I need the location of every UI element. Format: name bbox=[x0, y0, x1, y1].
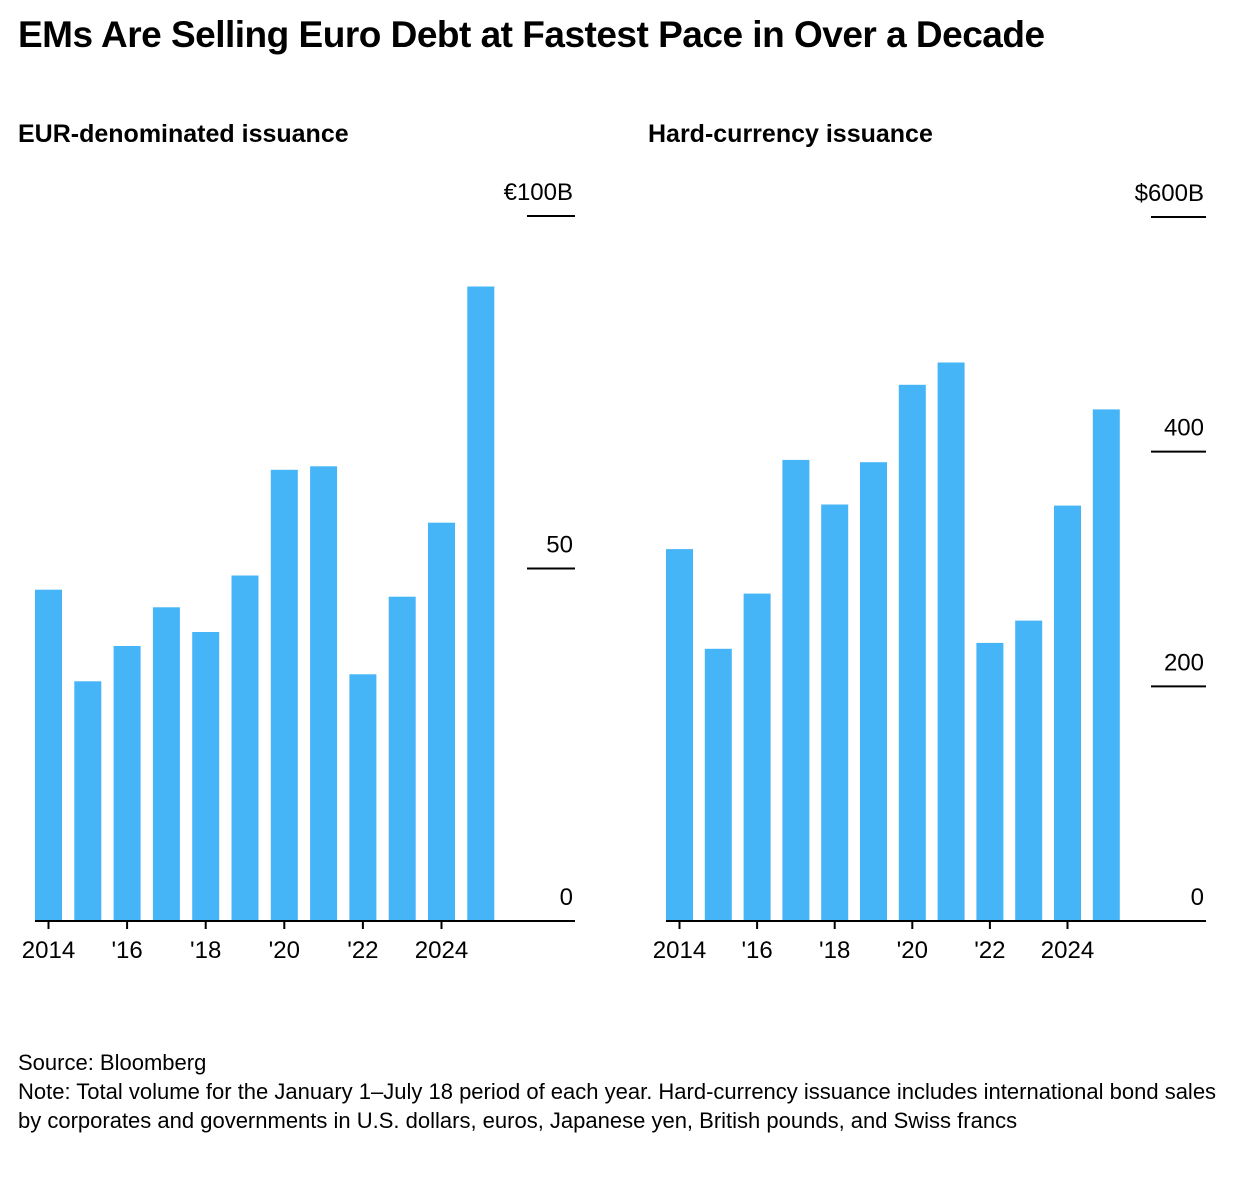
x-tick-label-2018: '18 bbox=[819, 937, 850, 964]
footer: Source: Bloomberg Note: Total volume for… bbox=[18, 1048, 1238, 1135]
bar-2019 bbox=[231, 575, 259, 921]
x-tick-label-2022: '22 bbox=[974, 937, 1005, 964]
y-tick-label-0: 0 bbox=[1191, 884, 1204, 911]
bar-2014 bbox=[666, 549, 693, 921]
eur-panel-title: EUR-denominated issuance bbox=[18, 120, 349, 148]
bar-2022 bbox=[349, 674, 377, 922]
y-tick-label-600: $600B bbox=[1135, 180, 1204, 207]
x-tick-label-2024: 2024 bbox=[1041, 937, 1094, 964]
y-tick-label-100: €100B bbox=[504, 179, 573, 206]
bar-2018 bbox=[192, 632, 220, 921]
bar-2017 bbox=[782, 459, 810, 921]
x-tick-label-2022: '22 bbox=[347, 937, 378, 964]
bar-2025 bbox=[467, 286, 495, 921]
x-tick-label-2018: '18 bbox=[190, 937, 221, 964]
bar-2020 bbox=[270, 469, 298, 921]
bar-2015 bbox=[74, 681, 102, 921]
x-tick-label-2016: '16 bbox=[111, 937, 142, 964]
bar-2018 bbox=[821, 504, 849, 921]
hard-currency-issuance-chart: $600B 400 200 0 2014 '16 '18 '20 '22 2024 bbox=[653, 180, 1206, 964]
y-tick-label-400: 400 bbox=[1164, 415, 1204, 442]
y-tick-label-200: 200 bbox=[1164, 649, 1204, 676]
y-tick-label-0: 0 bbox=[560, 884, 573, 911]
x-tick-label-2020: '20 bbox=[897, 937, 928, 964]
bar-2015 bbox=[704, 648, 732, 921]
bar-2014 bbox=[35, 589, 62, 921]
y-tick-label-50: 50 bbox=[546, 532, 573, 559]
x-tick-label-2024: 2024 bbox=[415, 937, 468, 964]
bar-2024 bbox=[1054, 505, 1081, 921]
x-tick-label-2016: '16 bbox=[741, 937, 772, 964]
methodology-note: Note: Total volume for the January 1–Jul… bbox=[18, 1079, 1217, 1133]
bar-2023 bbox=[388, 596, 416, 921]
bar-2025 bbox=[1092, 409, 1120, 921]
bar-2021 bbox=[310, 466, 338, 921]
bar-2020 bbox=[898, 384, 926, 921]
eur-issuance-chart: €100B 50 0 2014 '16 '18 '20 '22 2024 bbox=[22, 179, 575, 964]
bar-2024 bbox=[428, 522, 455, 921]
bar-2017 bbox=[152, 607, 180, 921]
source-note: Source: Bloomberg bbox=[18, 1050, 207, 1075]
hard-currency-panel-title: Hard-currency issuance bbox=[648, 120, 933, 148]
bar-2022 bbox=[976, 642, 1004, 921]
bar-2023 bbox=[1015, 620, 1043, 921]
bar-2016 bbox=[743, 593, 771, 921]
chart-title: EMs Are Selling Euro Debt at Fastest Pac… bbox=[18, 14, 1045, 55]
x-tick-label-2020: '20 bbox=[269, 937, 300, 964]
bar-2019 bbox=[860, 462, 887, 921]
x-tick-label-2014: 2014 bbox=[653, 937, 706, 964]
x-tick-label-2014: 2014 bbox=[22, 937, 75, 964]
bar-2016 bbox=[113, 646, 141, 921]
bar-2021 bbox=[937, 362, 965, 921]
